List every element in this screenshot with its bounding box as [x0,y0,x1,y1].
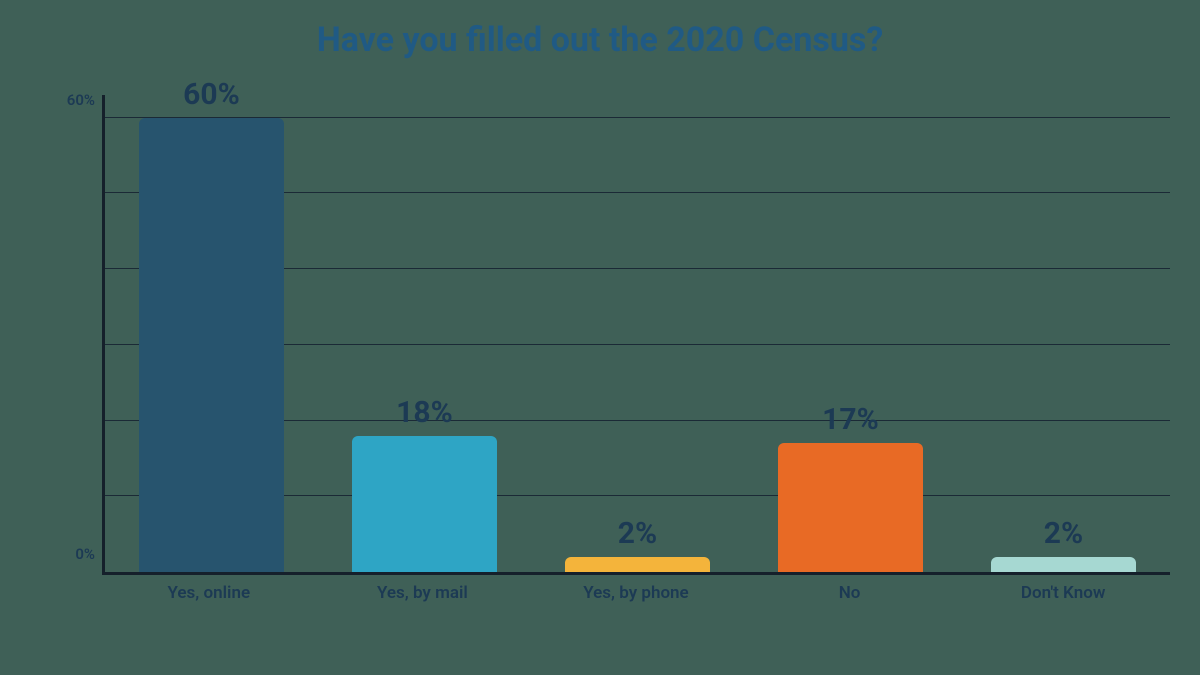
x-axis-label: Yes, by mail [316,575,530,605]
chart-area: 60% 18% 2% 17% 2% 0% 60% Yes, onlineYes, by m… [70,95,1170,605]
bar-value-label: 18% [396,395,453,430]
bar-slot: 2% [957,95,1170,572]
bar-slot: 60% [105,95,318,572]
bar: 60% [139,118,284,572]
y-axis-label: 0% [75,545,95,563]
bar-value-label: 2% [618,516,657,551]
bar-slot: 17% [744,95,957,572]
bar: 2% [991,557,1136,572]
bar-value-label: 17% [822,402,879,437]
bar-value-label: 2% [1044,516,1083,551]
y-axis-label: 60% [67,91,95,109]
bar: 18% [352,436,497,572]
x-axis-labels: Yes, onlineYes, by mailYes, by phoneNoDo… [102,575,1170,605]
x-axis-label: Yes, online [102,575,316,605]
x-axis-label: Yes, by phone [529,575,743,605]
x-axis-label: Don't Know [956,575,1170,605]
bar: 17% [778,443,923,572]
x-axis-label: No [743,575,957,605]
bars-container: 60% 18% 2% 17% 2% [105,95,1170,572]
chart-title: Have you filled out the 2020 Census? [0,0,1200,60]
plot-area: 60%18%2%17%2% 0%60% [102,95,1170,575]
bar-value-label: 60% [183,77,240,112]
bar: 2% [565,557,710,572]
bar-slot: 2% [531,95,744,572]
bar-slot: 18% [318,95,531,572]
